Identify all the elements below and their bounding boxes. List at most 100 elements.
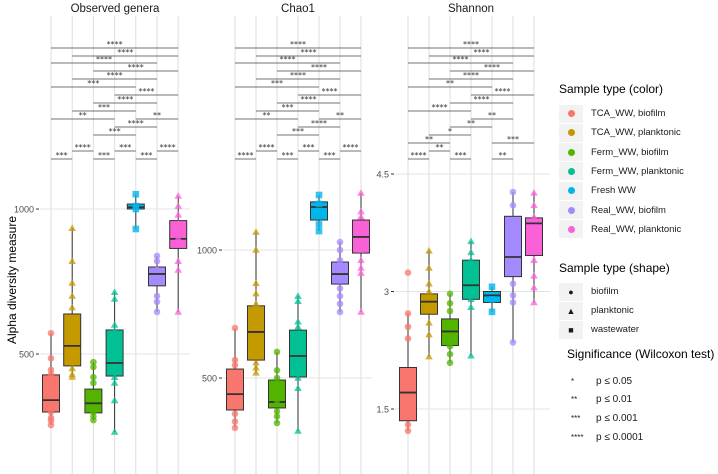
legend-significance-item: ** p ≤ 0.01: [571, 391, 632, 409]
data-point: [273, 413, 281, 420]
significance-label: ****: [453, 55, 469, 64]
y-axis-label: Alpha diversity measure: [5, 216, 19, 344]
data-point: [231, 424, 239, 432]
data-point: [467, 303, 475, 310]
data-point: [110, 379, 119, 386]
data-point: [336, 238, 344, 246]
significance-label: ****: [322, 87, 338, 96]
panel-0: Observed genera5001000******************…: [14, 3, 190, 474]
data-point: [68, 315, 76, 322]
legend-color-item: Ferm_WW, biofilm: [559, 143, 669, 162]
significance-label: ***: [56, 151, 68, 160]
data-point: [336, 308, 344, 316]
data-point: [174, 211, 182, 218]
y-tick-label: 1000: [197, 246, 217, 256]
data-point: [530, 298, 538, 306]
data-point: [357, 246, 365, 253]
data-point: [404, 323, 412, 331]
panel-title: Observed genera: [71, 3, 160, 15]
data-point: [530, 213, 538, 220]
color-dot-icon: [567, 148, 575, 156]
significance-label: ***: [109, 127, 121, 136]
data-point: [68, 279, 76, 286]
data-point: [252, 228, 260, 235]
box-4: [126, 190, 145, 233]
data-point: [509, 188, 517, 196]
data-point: [90, 363, 97, 371]
significance-label: **: [499, 151, 507, 160]
data-point: [357, 212, 365, 220]
significance-label: ****: [484, 63, 500, 72]
data-point: [174, 266, 182, 273]
significance-label: **: [263, 111, 271, 120]
significance-label: ***: [98, 151, 110, 160]
data-point: [404, 427, 412, 435]
data-point: [404, 310, 412, 317]
legend-color-title: Sample type (color): [559, 82, 664, 96]
box: [462, 259, 480, 300]
data-point: [90, 416, 97, 424]
shape-wastewater-icon: ■: [559, 320, 583, 339]
data-point: [294, 297, 302, 304]
data-point: [336, 300, 344, 308]
data-point: [509, 280, 517, 287]
significance-stars: ***: [571, 413, 581, 423]
panel-2: Shannon1.534.5**************************…: [376, 3, 550, 474]
data-point: [336, 246, 344, 254]
significance-label: ***: [282, 103, 294, 112]
data-point: [357, 269, 365, 276]
legend-shape-item: ■ wastewater: [559, 320, 639, 339]
data-point: [153, 275, 161, 282]
significance-label: ****: [107, 71, 123, 80]
box: [289, 329, 307, 378]
box: [42, 374, 60, 413]
color-dot-icon: [567, 129, 575, 137]
legend-label: Fresh WW: [591, 185, 636, 197]
significance-label: **: [488, 111, 496, 120]
box-5: [148, 252, 166, 316]
data-point: [174, 202, 182, 209]
data-point: [315, 221, 323, 228]
significance-label: ****: [160, 143, 176, 152]
data-point: [294, 374, 302, 381]
data-point: [425, 287, 433, 295]
data-point: [68, 257, 76, 264]
box-2: [441, 290, 459, 367]
data-point: [404, 421, 412, 428]
significance-label: ****: [138, 87, 154, 96]
significance-label: ****: [290, 71, 306, 80]
data-point: [273, 367, 281, 374]
significance-label: ****: [432, 103, 448, 112]
significance-label: **: [79, 111, 87, 120]
data-point: [446, 359, 454, 367]
box: [504, 215, 522, 278]
data-point: [110, 396, 119, 404]
data-point: [90, 358, 97, 366]
data-point: [336, 256, 344, 264]
data-point: [294, 292, 302, 299]
legend-label: TCA_WW, planktonic: [591, 127, 681, 139]
data-point: [425, 279, 433, 287]
significance-label: **: [336, 111, 344, 120]
data-point: [47, 408, 55, 416]
significance-label: ****: [75, 143, 91, 152]
data-point: [68, 292, 76, 299]
significance-label: ****: [495, 87, 511, 96]
data-point: [174, 308, 182, 315]
shape-planktonic-icon: ▲: [559, 301, 583, 320]
data-point: [252, 289, 260, 297]
data-point: [425, 303, 433, 310]
significance-label: ****: [238, 151, 254, 160]
data-point: [530, 201, 538, 209]
data-point: [336, 277, 344, 285]
significance-stars: **: [571, 395, 578, 405]
data-point: [488, 308, 496, 316]
data-point: [530, 283, 538, 291]
significance-label: ****: [463, 71, 479, 80]
box-6: [169, 192, 188, 315]
significance-label: ***: [303, 143, 315, 152]
box-5: [504, 188, 522, 346]
data-point: [425, 352, 433, 360]
data-point: [153, 252, 161, 260]
significance-label: ****: [117, 48, 133, 57]
